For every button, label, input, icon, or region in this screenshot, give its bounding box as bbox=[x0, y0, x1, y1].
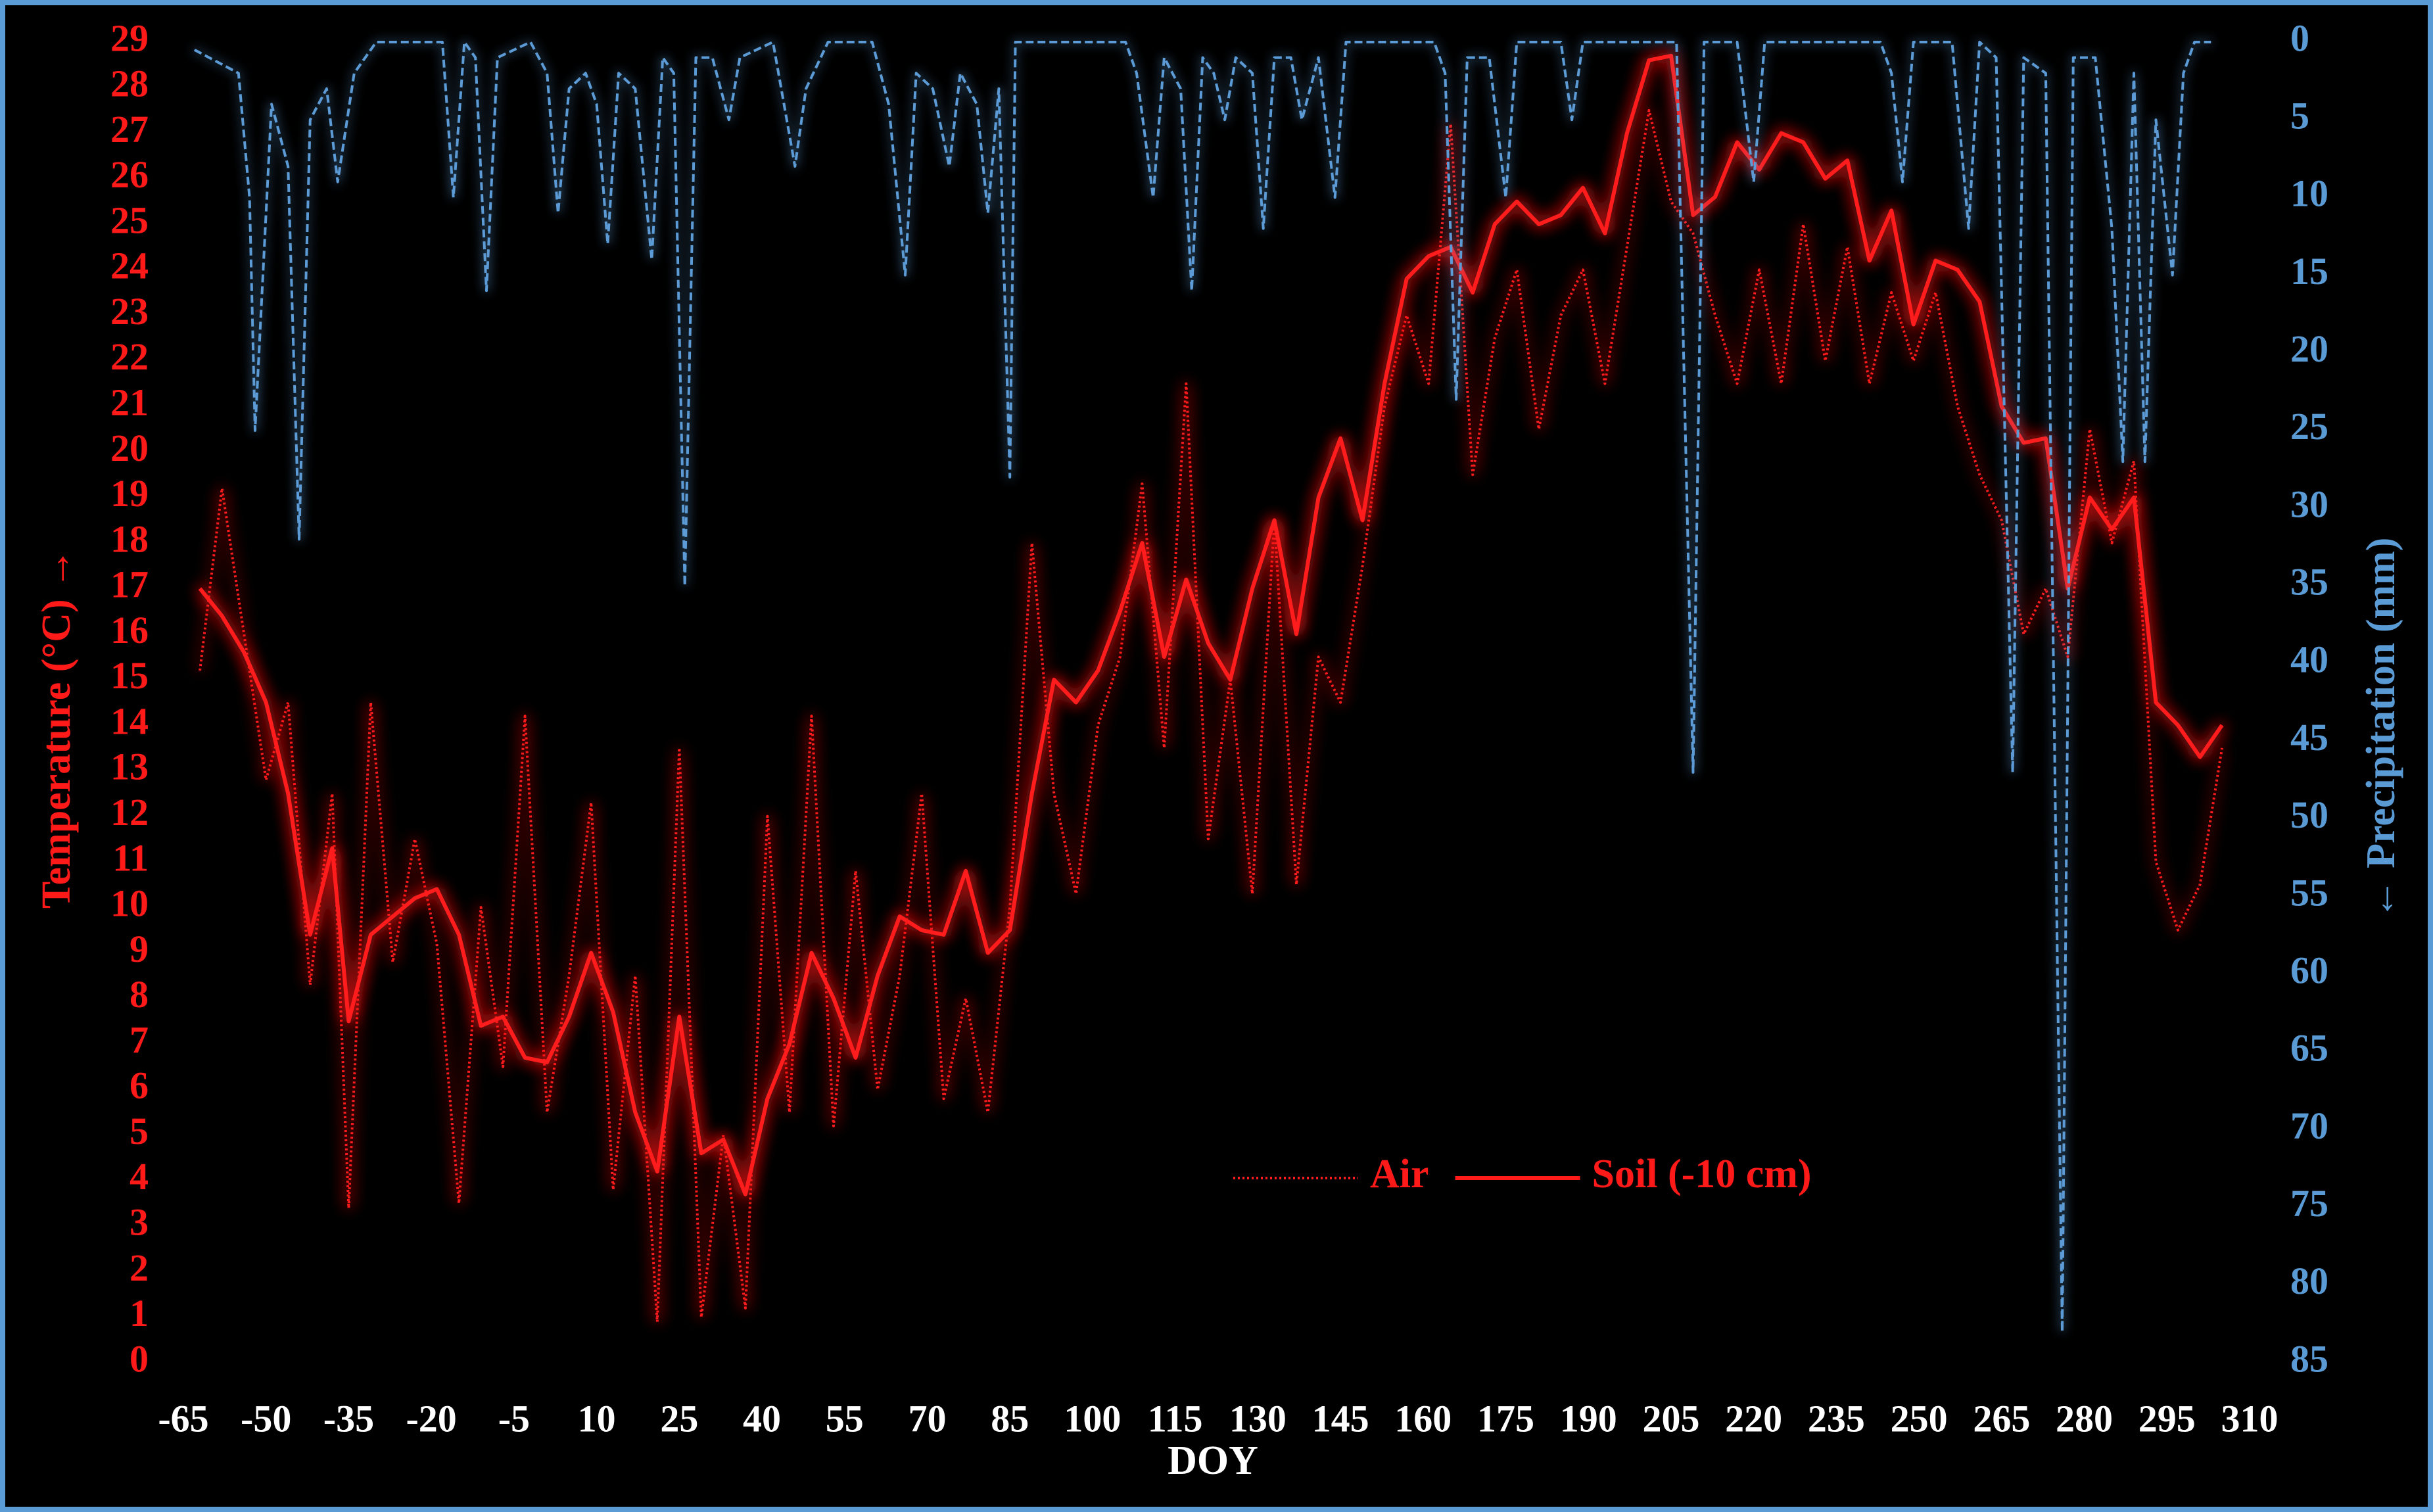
y-tick-label: 25 bbox=[110, 199, 149, 241]
y2-axis-title: ← Precipitation (mm) bbox=[2359, 538, 2403, 920]
legend-label: Soil (-10 cm) bbox=[1592, 1152, 1812, 1196]
x-tick-label: 25 bbox=[660, 1397, 698, 1440]
y-tick-label: 5 bbox=[130, 1110, 149, 1152]
x-tick-label: 220 bbox=[1725, 1397, 1782, 1440]
y2-tick-label: 80 bbox=[2290, 1260, 2328, 1302]
x-tick-label: -5 bbox=[498, 1397, 530, 1440]
y2-tick-label: 20 bbox=[2290, 327, 2328, 370]
x-tick-label: 100 bbox=[1064, 1397, 1121, 1440]
series-line bbox=[198, 53, 2224, 1196]
x-tick-label: 250 bbox=[1891, 1397, 1948, 1440]
y-tick-label: 26 bbox=[110, 153, 149, 196]
x-tick-label: 235 bbox=[1808, 1397, 1865, 1440]
y-tick-label: 17 bbox=[110, 563, 149, 606]
y-tick-label: 29 bbox=[110, 16, 149, 59]
legend-label: Air bbox=[1370, 1152, 1429, 1196]
x-tick-label: 40 bbox=[743, 1397, 781, 1440]
x-tick-label: -35 bbox=[323, 1397, 374, 1440]
y-tick-label: 19 bbox=[110, 472, 149, 515]
x-tick-label: -65 bbox=[158, 1397, 208, 1440]
y2-tick-label: 65 bbox=[2290, 1027, 2328, 1070]
y-tick-label: 23 bbox=[110, 290, 149, 333]
x-tick-label: 10 bbox=[578, 1397, 616, 1440]
x-tick-label: 55 bbox=[826, 1397, 864, 1440]
series-line bbox=[199, 108, 2224, 1323]
y2-tick-label: 5 bbox=[2290, 94, 2309, 137]
x-tick-label: 160 bbox=[1394, 1397, 1452, 1440]
y-tick-label: 3 bbox=[130, 1200, 149, 1243]
y2-tick-label: 25 bbox=[2290, 405, 2328, 448]
y-tick-label: 13 bbox=[110, 745, 149, 788]
y2-tick-label: 45 bbox=[2290, 716, 2328, 759]
y-tick-label: 21 bbox=[110, 381, 149, 424]
y2-tick-label: 15 bbox=[2290, 250, 2328, 293]
x-tick-label: 145 bbox=[1312, 1397, 1369, 1440]
y2-tick-label: 30 bbox=[2290, 483, 2328, 525]
y2-tick-label: 0 bbox=[2290, 16, 2309, 59]
y2-tick-label: 60 bbox=[2290, 949, 2328, 991]
x-tick-label: 265 bbox=[1973, 1397, 2030, 1440]
x-tick-label: 295 bbox=[2138, 1397, 2196, 1440]
y-tick-label: 8 bbox=[130, 973, 149, 1016]
x-tick-label: -20 bbox=[406, 1397, 456, 1440]
y-tick-label: 24 bbox=[110, 245, 149, 287]
x-tick-label: 190 bbox=[1560, 1397, 1617, 1440]
y-tick-label: 15 bbox=[110, 654, 149, 697]
y2-tick-label: 50 bbox=[2290, 793, 2328, 836]
y-tick-label: 11 bbox=[112, 836, 149, 879]
y2-tick-label: 10 bbox=[2290, 172, 2328, 215]
y-axis-title: Temperature (°C) → bbox=[34, 548, 79, 909]
y-tick-label: 6 bbox=[130, 1064, 149, 1107]
x-tick-label: -50 bbox=[241, 1397, 291, 1440]
y-tick-label: 4 bbox=[130, 1155, 149, 1198]
y2-tick-label: 85 bbox=[2290, 1337, 2328, 1380]
y-tick-label: 12 bbox=[110, 791, 149, 834]
x-tick-label: 280 bbox=[2056, 1397, 2113, 1440]
x-tick-label: 70 bbox=[908, 1397, 946, 1440]
x-tick-label: 115 bbox=[1148, 1397, 1203, 1440]
x-tick-label: 175 bbox=[1477, 1397, 1534, 1440]
y-tick-label: 16 bbox=[110, 609, 149, 651]
y-tick-label: 0 bbox=[130, 1337, 149, 1380]
x-tick-label: 205 bbox=[1642, 1397, 1699, 1440]
y-tick-label: 1 bbox=[130, 1292, 149, 1335]
y-tick-label: 7 bbox=[130, 1018, 149, 1061]
y-tick-label: 14 bbox=[110, 699, 149, 742]
y-tick-label: 20 bbox=[110, 427, 149, 469]
x-tick-label: 130 bbox=[1229, 1397, 1287, 1440]
y-tick-label: 2 bbox=[130, 1246, 149, 1289]
x-tick-label: 310 bbox=[2221, 1397, 2279, 1440]
y-tick-label: 18 bbox=[110, 517, 149, 560]
y2-tick-label: 75 bbox=[2290, 1182, 2328, 1225]
x-axis-title: DOY bbox=[1168, 1438, 1258, 1483]
y-tick-label: 22 bbox=[110, 335, 149, 378]
y-tick-label: 27 bbox=[110, 108, 149, 151]
x-tick-label: 85 bbox=[991, 1397, 1029, 1440]
y2-tick-label: 40 bbox=[2290, 638, 2328, 681]
y2-tick-label: 35 bbox=[2290, 561, 2328, 603]
y2-tick-label: 55 bbox=[2290, 871, 2328, 914]
y-tick-label: 28 bbox=[110, 62, 149, 105]
y-tick-label: 9 bbox=[130, 928, 149, 970]
y-tick-label: 10 bbox=[110, 882, 149, 925]
y2-tick-label: 70 bbox=[2290, 1104, 2328, 1147]
